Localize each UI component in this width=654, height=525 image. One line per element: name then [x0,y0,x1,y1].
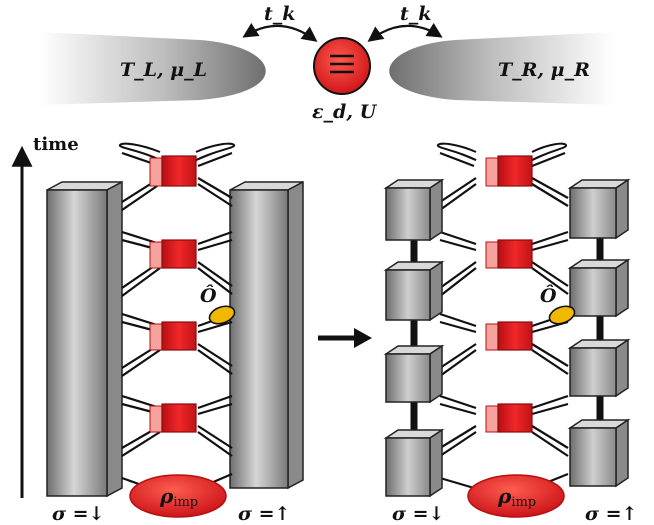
right-network: Ô ρimp σ =↓ σ =↑ [383,142,637,525]
impurity-model: T_L, μ_L T_R, μ_R t_k t_k ε_d, U [40,3,614,123]
left-reservoir [40,32,266,105]
right-top-loop-left [436,142,477,161]
sigma-down-label-right: σ =↓ [392,503,444,525]
left-link-layers [121,143,233,490]
right-reservoir [389,32,614,105]
dot-level-lines-icon [330,54,354,74]
left-red-block-1 [149,155,197,187]
cube-up-1 [567,178,631,240]
left-red-block-3 [149,321,197,351]
cube-down-2 [383,260,445,322]
rho-imp-right [467,474,565,518]
operator-marker-right [548,305,576,325]
left-top-loop-right [195,142,236,161]
cube-down-3 [383,344,445,404]
operator-label-right: Ô [540,284,557,307]
cube-down-4 [383,428,445,498]
operator-label-left: Ô [200,284,217,307]
right-red-block-2 [485,239,533,269]
rho-imp-label-right: ρimp [497,484,536,510]
rho-imp-left [129,474,227,518]
sigma-up-label-right: σ =↑ [585,503,637,525]
hopping-arrow-right [367,22,443,42]
time-axis: time [11,134,79,498]
right-red-block-1 [485,155,533,187]
transform-arrow [318,328,372,348]
sigma-up-label-left: σ =↑ [238,503,290,525]
left-red-block-4 [149,403,197,433]
left-red-block-2 [149,239,197,269]
quantum-dot [313,37,371,95]
left-top-loop-left [118,142,161,161]
right-reservoir-label: T_R, μ_R [498,59,590,81]
pillar-sigma-up [229,180,304,490]
hopping-label-left: t_k [264,3,295,25]
right-red-block-3 [485,321,533,351]
operator-marker-left [208,305,236,325]
dot-parameters-label: ε_d, U [312,101,378,123]
cube-up-3 [567,338,631,398]
cube-up-4 [567,418,631,488]
hopping-arrow-left [242,22,318,42]
left-reservoir-label: T_L, μ_L [120,59,207,81]
pillar-sigma-down [46,180,123,498]
cube-up-2 [567,258,631,318]
right-red-block-4 [485,403,533,433]
cube-down-1 [383,178,445,242]
rho-imp-label-left: ρimp [159,484,198,510]
time-axis-label: time [33,134,79,155]
right-top-loop-right [531,142,568,161]
left-network: Ô ρimp σ =↓ σ =↑ [46,142,304,525]
sigma-down-label-left: σ =↓ [52,503,104,525]
hopping-label-right: t_k [400,3,431,25]
